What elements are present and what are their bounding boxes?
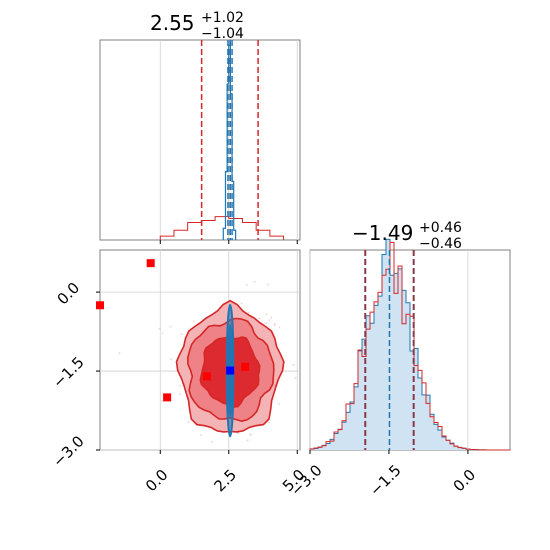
- scatter-point: [246, 439, 249, 442]
- bottom-right-histogram-panel: −3.0 −1.5 0.0 −1.49 +0.46 −0.46: [287, 220, 511, 500]
- scatter-point: [178, 392, 181, 395]
- top-left-title-sub: −1.04: [201, 26, 244, 42]
- scatter-point: [258, 317, 261, 320]
- scatter-point: [278, 326, 281, 329]
- scatter-point: [161, 400, 164, 402]
- red-marker-1: [146, 259, 155, 268]
- scatter-point: [170, 358, 173, 361]
- red-marker-0: [96, 301, 104, 310]
- scatter-point: [265, 313, 268, 316]
- red-histogram-step: [309, 241, 511, 451]
- scatter-point: [247, 311, 250, 314]
- bottom-right-xtick-label-2: 0.0: [450, 466, 480, 496]
- red-marker-4: [241, 362, 250, 371]
- scatter-point: [187, 421, 190, 424]
- bottom-right-title-main: −1.49: [352, 221, 413, 245]
- scatter-point: [179, 384, 182, 387]
- scatter-point: [270, 316, 273, 319]
- scatter-point: [118, 352, 121, 355]
- bottom-right-ticks: −3.0 −1.5 0.0: [287, 450, 479, 500]
- top-left-ticks: [159, 240, 298, 244]
- scatter-point: [294, 376, 297, 379]
- bottom-left-ytick-label-2: 0.0: [54, 279, 84, 309]
- scatter-point: [240, 302, 243, 305]
- scatter-point: [199, 434, 202, 437]
- bottom-left-xtick-label-0: 0.0: [142, 466, 172, 496]
- bottom-left-ytick-label-0: −3.0: [49, 432, 87, 470]
- wide-histogram-step: [159, 216, 285, 240]
- scatter-point: [253, 280, 256, 283]
- bottom-left-ytick-label-1: −1.5: [49, 353, 87, 391]
- top-left-histogram-panel: 2.55 +1.02 −1.04: [99, 10, 301, 244]
- scatter-point: [211, 441, 214, 443]
- bottom-right-xtick-label-1: −1.5: [366, 461, 404, 499]
- scatter-point: [292, 363, 295, 366]
- red-histogram: [309, 241, 511, 451]
- bottom-right-quantile-lines: [364, 250, 415, 450]
- top-left-title-main: 2.55: [150, 11, 195, 35]
- bottom-left-xtick-label-1: 2.5: [210, 466, 240, 496]
- scatter-point: [278, 403, 281, 405]
- bottom-right-title-sub: −0.46: [419, 236, 462, 252]
- wide-histogram: [159, 216, 285, 240]
- scatter-point: [245, 284, 248, 286]
- bottom-left-2d-panel: 0.0 2.5 5.0−3.0−1.50.0: [49, 249, 309, 496]
- scatter-point: [266, 283, 269, 286]
- scatter-point: [267, 421, 270, 424]
- bottom-right-title: −1.49: [352, 221, 413, 245]
- scatter-point: [250, 433, 253, 436]
- top-left-title-sup: +1.02: [201, 10, 244, 26]
- bottom-right-xtick-label-0: −3.0: [287, 461, 325, 499]
- scatter-point: [158, 327, 161, 330]
- red-marker-3: [202, 372, 211, 381]
- top-left-title: 2.55: [150, 11, 195, 35]
- scatter-point: [180, 333, 183, 336]
- scatter-point: [273, 324, 276, 327]
- top-left-panel-frame: [99, 39, 301, 241]
- center-marker: [226, 366, 235, 375]
- red-marker-2: [163, 393, 172, 402]
- top-left-quantile-lines: [200, 40, 259, 240]
- bottom-right-title-sup: +0.46: [419, 220, 462, 236]
- scatter-point: [161, 332, 164, 335]
- scatter-point: [268, 319, 271, 322]
- scatter-point: [192, 320, 195, 323]
- scatter-point: [265, 322, 268, 325]
- red-markers: [96, 259, 250, 402]
- scatter-point: [169, 325, 172, 328]
